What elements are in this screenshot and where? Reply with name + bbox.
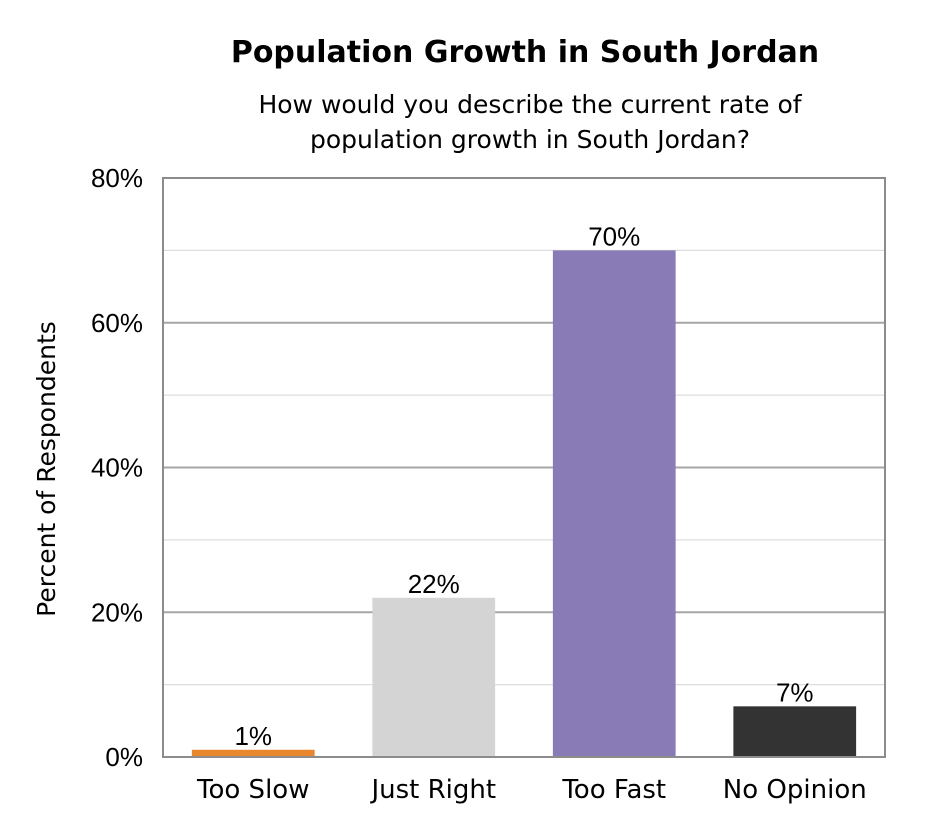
y-tick-label: 20% (91, 597, 143, 627)
category-label: Just Right (369, 775, 496, 805)
bar-2 (552, 250, 676, 757)
data-label: 22% (408, 569, 460, 599)
gridlines (163, 177, 885, 758)
data-label: 1% (234, 721, 272, 751)
category-label: Too Slow (196, 775, 309, 805)
bar-1 (372, 597, 496, 757)
y-tick-label: 40% (91, 453, 143, 483)
category-label: Too Fast (561, 775, 666, 805)
bar-3 (733, 706, 857, 757)
y-tick-labels: 0% 20% 40% 60% 80% (91, 163, 143, 772)
bar-0 (191, 749, 315, 757)
chart-subtitle-line-2: population growth in South Jordan? (310, 125, 750, 154)
y-tick-label: 80% (91, 163, 143, 193)
category-label: No Opinion (723, 775, 867, 805)
category-labels: Too Slow Just Right Too Fast No Opinion (196, 775, 867, 805)
y-axis-label: Percent of Respondents (32, 321, 61, 617)
data-labels: 1% 22% 70% 7% (234, 221, 813, 750)
data-label: 7% (776, 677, 814, 707)
y-tick-label: 0% (105, 742, 143, 772)
y-tick-label: 60% (91, 308, 143, 338)
data-label: 70% (588, 221, 640, 251)
chart-subtitle-line-1: How would you describe the current rate … (258, 90, 802, 119)
bars (191, 250, 857, 757)
plot-frame (162, 177, 886, 758)
chart-title: Population Growth in South Jordan (231, 35, 819, 70)
